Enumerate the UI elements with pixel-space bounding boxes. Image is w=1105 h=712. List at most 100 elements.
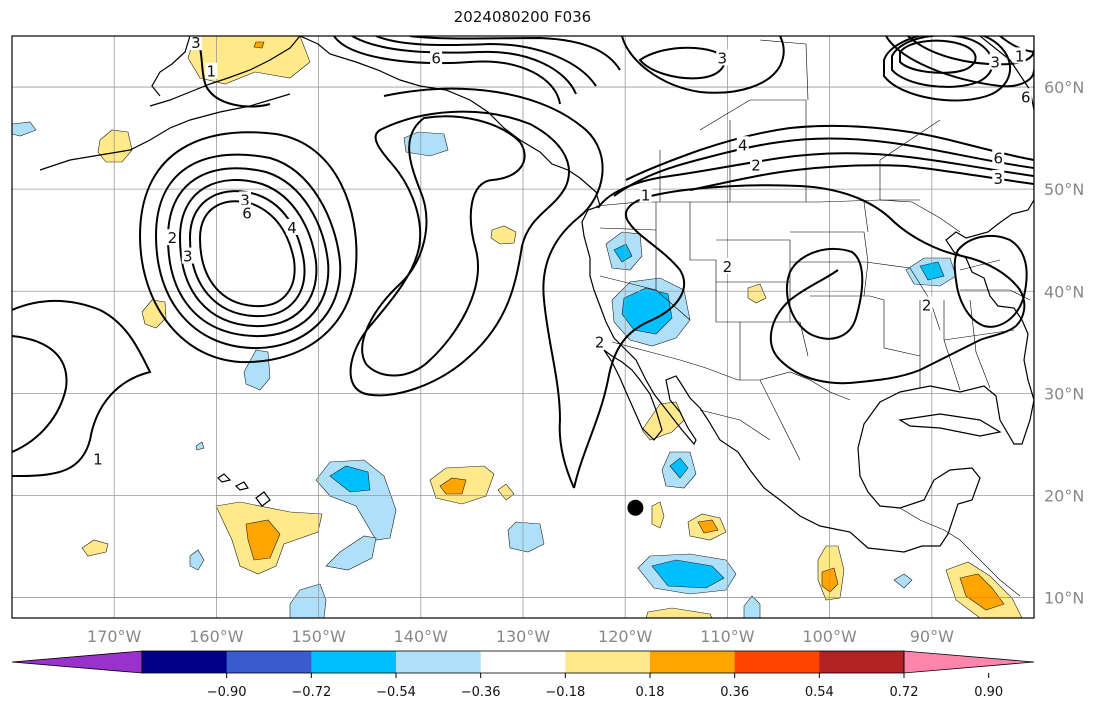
state-line [959,259,1001,271]
contour-label: 3 [191,34,201,52]
colorbar-segment [734,651,820,673]
contour-label-bg [1013,47,1026,64]
colorbar-tick-label: 0.90 [974,685,1003,700]
contour-label-bg [91,450,104,467]
contour-label-bg [286,218,299,235]
state-line [879,160,920,201]
colorbar-tick-label: −0.90 [207,685,247,700]
contour-label: 4 [738,136,748,154]
contour-label-bg [736,136,749,153]
contour-label-bg [639,186,652,203]
colorbar-tick-label: −0.36 [461,685,501,700]
colorbar-segment [480,651,566,673]
state-line [699,99,806,131]
contour-line [883,36,1011,102]
state-line [759,39,809,101]
contour-line [597,152,1034,209]
longitude-label: 170°W [87,627,142,646]
colorbar-tick-label: 0.36 [720,685,749,700]
longitude-labels: 170°W 160°W 150°W 140°W 130°W 120°W 110°W 100°W… [87,627,954,646]
north-america-coastline [299,36,1034,553]
colorbar-tick-label: 0.18 [636,685,665,700]
hawaii-3 [255,491,271,507]
contour-label-bg [920,296,933,313]
colorbar-tick-label: −0.54 [376,685,416,700]
state-line [790,231,869,297]
colorbar-segment [142,651,228,673]
contour-label-bg [750,156,763,173]
contour-label-bg [593,333,606,350]
contour-line [907,36,1034,66]
contour-label: 2 [595,333,605,351]
longitude-label: 120°W [598,627,653,646]
contour-line [999,36,1034,53]
fill-patch [245,519,281,561]
contour-line [351,36,577,95]
contour-label-bg [189,36,202,51]
longitude-label: 130°W [496,627,551,646]
contour-label: 1 [93,451,103,469]
hudson-bay-coast [979,36,1034,111]
state-line [883,300,921,357]
contour-label-bg [716,49,729,66]
contour-line [349,110,570,397]
colorbar-segment [565,651,651,673]
baja-coastline [603,349,663,441]
latitude-label: 40°N [1044,282,1084,301]
contour-line [613,137,1034,197]
contour-line [621,36,785,94]
contour-label-bg [721,257,734,274]
colorbar-segment [396,651,482,673]
alaska-coast-west [151,36,191,97]
latitude-label: 60°N [1044,78,1084,97]
longitude-label: 100°W [802,627,857,646]
map-frame [11,35,1035,619]
fill-patch [959,573,1005,611]
contour-label: 3 [718,49,728,67]
longitude-label: 150°W [291,627,346,646]
contour-line [638,46,726,80]
fill-patch [651,559,725,589]
contour-line [953,234,1028,328]
contour-label: 2 [751,157,761,175]
contour-line [625,124,1034,181]
fill-patch [12,121,37,137]
aleutian-islands [39,93,291,171]
state-line [716,321,809,357]
fill-patch [645,607,713,618]
longitude-label: 110°W [700,627,755,646]
colorbar-extend-high [903,650,1035,674]
cuba [898,413,1002,437]
contour-line [573,184,1026,489]
fill-patch [747,283,767,304]
contour-label: 1 [1015,47,1025,65]
contour-line [899,39,977,74]
contour-label-bg [241,204,254,221]
contour-line [885,36,1034,88]
contour-label-bg [992,169,1005,186]
hawaii-2 [234,481,249,491]
fill-patch [141,299,167,329]
us-mexico-border [611,341,851,401]
contour-line [154,153,342,350]
contour-label-bg [181,247,194,264]
fill-patch [253,41,265,49]
latitude-label: 30°N [1044,384,1084,403]
longitude-label: 160°W [189,627,244,646]
fill-patch [329,465,371,493]
contour-line [166,167,330,338]
contour-label-bg [166,229,179,246]
fill-patch [243,349,271,391]
colorbar-segment [819,651,905,673]
contour-line [198,200,296,308]
contour-label: 6 [242,205,252,223]
colorbar-tick-label: 0.72 [890,685,919,700]
central-america-border [899,507,1021,597]
contour-label: 2 [922,297,932,315]
mexico-state-line [759,379,801,461]
contour-line [361,115,526,377]
state-line [865,261,941,331]
longitude-label: 90°W [910,627,954,646]
contour-line [409,36,621,71]
